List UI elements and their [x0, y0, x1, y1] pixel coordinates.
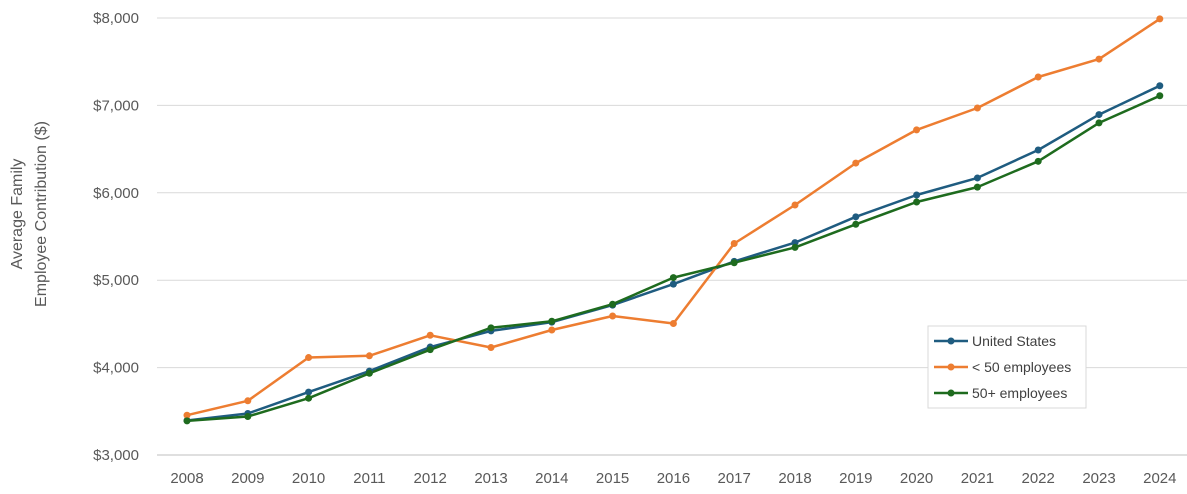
- data-point-united-states: [852, 213, 860, 221]
- x-tick-label: 2017: [718, 470, 751, 487]
- legend-label: 50+ employees: [972, 385, 1067, 401]
- x-tick-label: 2011: [353, 470, 385, 487]
- y-axis-title: Average Family Employee Contribution ($): [9, 121, 50, 307]
- data-point-50-employees: [609, 312, 617, 320]
- x-tick-label: 2009: [231, 470, 264, 487]
- legend: United States < 50 employees 50+ employees: [927, 325, 1087, 409]
- data-point-united-states: [913, 191, 921, 199]
- x-tick-labels: 2008 2009 2010 2011 2012 2013 2014 2015 2016 2017…: [170, 470, 1176, 487]
- data-point-united-states: [1095, 111, 1103, 119]
- x-tick-label: 2014: [535, 470, 568, 487]
- y-tick-label: $5,000: [93, 272, 139, 289]
- y-tick-label: $7,000: [93, 97, 139, 114]
- series-points: [183, 15, 1164, 425]
- data-point-50-employees: [305, 394, 313, 402]
- data-point-50-employees: [791, 201, 799, 209]
- data-point-50-employees: [730, 259, 738, 267]
- data-point-united-states: [973, 174, 981, 182]
- x-tick-label: 2020: [900, 470, 933, 487]
- data-point-50-employees: [487, 343, 495, 351]
- data-point-50-employees: [1156, 15, 1164, 23]
- data-point-50-employees: [669, 274, 677, 282]
- y-axis-title-line-2: Employee Contribution ($): [33, 121, 50, 307]
- x-tick-label: 2013: [474, 470, 507, 487]
- data-point-50-employees: [548, 317, 556, 325]
- x-tick-label: 2015: [596, 470, 629, 487]
- data-point-50-employees: [426, 346, 434, 354]
- data-point-50-employees: [730, 239, 738, 247]
- data-point-50-employees: [487, 324, 495, 332]
- data-point-50-employees: [1095, 55, 1103, 63]
- data-point-50-employees: [365, 352, 373, 360]
- data-point-50-employees: [669, 319, 677, 327]
- x-tick-label: 2023: [1082, 470, 1115, 487]
- y-tick-labels: $3,000 $4,000 $5,000 $6,000 $7,000 $8,000: [93, 10, 139, 464]
- data-point-50-employees: [609, 300, 617, 308]
- y-tick-label: $8,000: [93, 10, 139, 27]
- x-tick-label: 2022: [1022, 470, 1055, 487]
- data-point-50-employees: [305, 354, 313, 362]
- y-tick-label: $6,000: [93, 185, 139, 202]
- x-tick-label: 2021: [961, 470, 994, 487]
- data-point-50-employees: [365, 369, 373, 377]
- data-point-50-employees: [183, 417, 191, 425]
- x-tick-label: 2019: [839, 470, 872, 487]
- x-tick-label: 2012: [414, 470, 447, 487]
- x-tick-label: 2018: [778, 470, 811, 487]
- x-tick-label: 2010: [292, 470, 325, 487]
- data-point-50-employees: [852, 220, 860, 228]
- legend-label: United States: [972, 333, 1056, 349]
- data-point-50-employees: [1156, 92, 1164, 100]
- data-point-50-employees: [973, 104, 981, 112]
- x-tick-label: 2016: [657, 470, 690, 487]
- data-point-united-states: [1156, 82, 1164, 90]
- y-axis-title-line-1: Average Family: [9, 159, 26, 270]
- legend-swatch-marker: [947, 363, 955, 371]
- x-tick-label: 2024: [1143, 470, 1176, 487]
- data-point-50-employees: [1034, 157, 1042, 165]
- data-point-50-employees: [183, 411, 191, 419]
- data-point-50-employees: [852, 159, 860, 167]
- legend-label: < 50 employees: [972, 359, 1071, 375]
- x-tick-label: 2008: [170, 470, 203, 487]
- y-tick-label: $4,000: [93, 360, 139, 377]
- data-point-united-states: [305, 388, 313, 396]
- data-point-united-states: [669, 280, 677, 288]
- data-point-50-employees: [244, 397, 252, 405]
- legend-swatch-marker: [947, 389, 955, 397]
- data-point-50-employees: [548, 326, 556, 334]
- data-point-50-employees: [791, 243, 799, 251]
- data-point-united-states: [1034, 146, 1042, 154]
- data-point-50-employees: [973, 183, 981, 191]
- data-point-50-employees: [913, 198, 921, 206]
- data-point-50-employees: [426, 331, 434, 339]
- data-point-50-employees: [913, 126, 921, 134]
- legend-swatch-marker: [947, 337, 955, 345]
- y-tick-label: $3,000: [93, 447, 139, 464]
- data-point-50-employees: [244, 413, 252, 421]
- data-point-50-employees: [1095, 119, 1103, 127]
- data-point-50-employees: [1034, 73, 1042, 81]
- data-point-united-states: [791, 239, 799, 247]
